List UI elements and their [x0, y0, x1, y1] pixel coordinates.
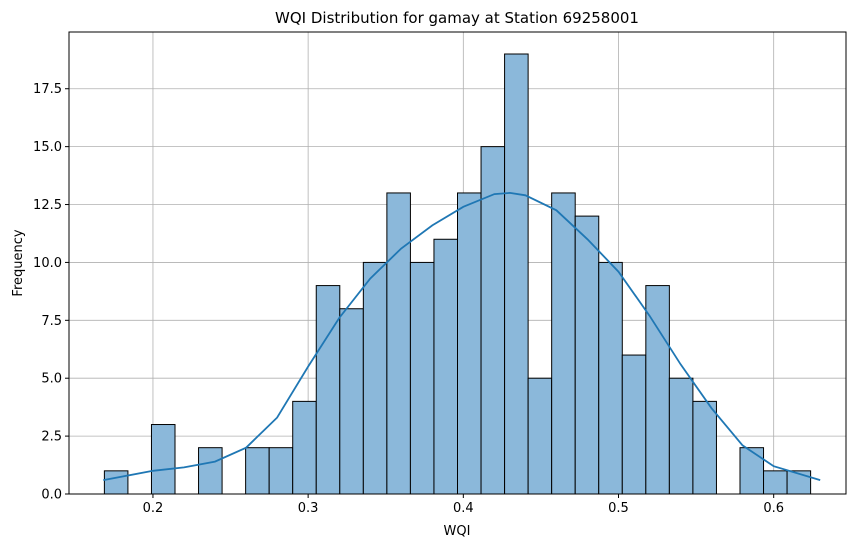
x-tick-label: 0.5 — [608, 501, 629, 516]
histogram-bar — [574, 215, 600, 495]
plot-frame — [68, 31, 847, 495]
histogram-bar — [551, 192, 576, 495]
kde-line — [103, 191, 821, 481]
histogram-bar — [268, 447, 294, 495]
y-tick-label: 2.5 — [41, 430, 62, 445]
y-tick-label: 17.5 — [33, 82, 62, 97]
histogram-bar — [386, 192, 411, 495]
x-axis-ticks: 0.2 0.3 0.4 0.5 0.6 — [143, 494, 784, 516]
histogram-bar — [150, 424, 176, 495]
histogram-bar — [292, 400, 317, 495]
x-axis-label: WQI — [444, 524, 471, 539]
x-tick-label: 0.2 — [143, 501, 164, 516]
x-tick-label: 0.4 — [453, 501, 474, 516]
y-tick-label: 7.5 — [41, 314, 62, 329]
histogram-bar — [315, 285, 341, 495]
y-axis-ticks: 0.0 2.5 5.0 7.5 10.0 12.5 15.0 17.5 — [33, 82, 69, 503]
histogram-bar — [763, 470, 788, 495]
histogram-bar — [198, 447, 223, 495]
chart-title: WQI Distribution for gamay at Station 69… — [275, 9, 639, 27]
histogram-bar — [692, 400, 717, 495]
histogram-bar — [245, 447, 270, 495]
y-tick-label: 10.0 — [33, 256, 62, 271]
x-tick-label: 0.3 — [298, 501, 319, 516]
y-tick-label: 12.5 — [33, 198, 62, 213]
histogram-bar — [527, 377, 553, 495]
y-tick-label: 5.0 — [41, 372, 62, 387]
histogram-bar — [668, 377, 694, 495]
histogram-bar — [433, 238, 458, 495]
x-tick-label: 0.6 — [763, 501, 784, 516]
histogram-bar — [739, 447, 765, 495]
y-tick-label: 0.0 — [41, 488, 62, 503]
histogram-bar — [621, 354, 647, 495]
histogram-bars — [103, 53, 812, 495]
histogram-bar — [409, 261, 435, 495]
histogram-bar — [598, 261, 623, 495]
histogram-bar — [457, 192, 482, 495]
y-axis-label: Frequency — [11, 229, 26, 296]
histogram-bar — [504, 53, 529, 495]
y-tick-label: 15.0 — [33, 140, 62, 155]
histogram-bar — [339, 308, 364, 495]
histogram-bar — [362, 261, 388, 495]
histogram-bar — [103, 470, 129, 495]
